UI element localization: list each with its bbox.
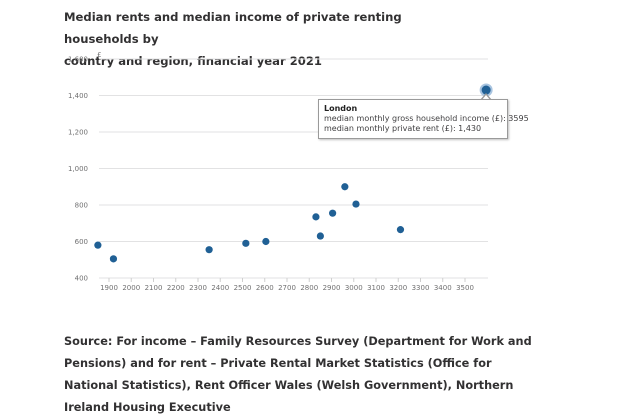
data-point[interactable] [205,246,213,254]
y-axis-ticks: 400 600 800 1,000 1,200 1,400 1,600 [68,56,88,283]
x-tick-label: 2900 [323,284,341,292]
chart-title-line: country and region, financial year 2021 [64,54,322,68]
data-point[interactable] [352,200,360,208]
x-tick-label: 2000 [122,284,140,292]
source-line: Source: For income – Family Resources Su… [64,335,532,348]
gridlines [99,58,488,279]
y-tick-label: 800 [75,202,88,210]
x-tick-label: 3500 [456,284,474,292]
tooltip-arrow-fill [481,95,491,101]
x-tick-label: 2100 [145,284,163,292]
x-tick-label: 3200 [389,284,407,292]
x-tick-label: 2300 [189,284,207,292]
tooltip-title: London [324,104,358,113]
data-point[interactable] [316,232,324,240]
x-tick-label: 3300 [412,284,430,292]
x-tick-label: 2200 [167,284,185,292]
data-point[interactable] [341,183,349,191]
data-point[interactable] [396,226,405,234]
data-point[interactable] [312,213,320,221]
x-tick-label: 2500 [234,284,252,292]
y-tick-label: 1,600 [68,56,88,64]
source-note: Source: For income – Family Resources Su… [64,331,532,419]
data-point[interactable] [109,255,118,263]
chart-title-line: Median rents and median income of privat… [64,10,402,46]
chart-title: Median rents and median income of privat… [64,6,454,72]
y-tick-label: 1,400 [68,92,88,100]
x-tick-label: 1900 [100,284,118,292]
source-line: National Statistics), Rent Officer Wales… [64,379,514,392]
source-line: Pensions) and for rent – Private Rental … [64,357,492,370]
x-tick-label: 3000 [345,284,363,292]
x-tick-label: 2400 [211,284,229,292]
y-axis-unit-label: £ [97,51,101,59]
x-tick-label: 2700 [278,284,296,292]
tooltip-rent: median monthly private rent (£): 1,430 [324,124,482,133]
x-tick-label: 2800 [300,284,318,292]
data-points [94,83,493,263]
x-tick-label: 2600 [256,284,274,292]
y-tick-label: 400 [75,275,88,283]
data-point[interactable] [262,237,270,246]
tooltip-income: median monthly gross household income (£… [324,114,529,123]
y-tick-label: 600 [75,238,88,246]
x-tick-label: 3400 [434,284,452,292]
data-point-london[interactable] [481,85,491,95]
scatter-chart: 400 600 800 1,000 1,200 1,400 1,600 1900 2000 21… [68,51,493,292]
tooltip-london: London median monthly gross household in… [318,99,529,139]
x-tick-label: 3100 [367,284,385,292]
y-tick-label: 1,000 [68,165,88,173]
x-axis-ticks: 1900 2000 2100 2200 2300 2400 2500 2600 2700 2800… [100,278,474,292]
y-tick-label: 1,200 [68,129,88,137]
source-line: Ireland Housing Executive [64,401,231,414]
data-point[interactable] [329,209,337,217]
data-point[interactable] [94,241,102,249]
data-point[interactable] [242,239,250,247]
